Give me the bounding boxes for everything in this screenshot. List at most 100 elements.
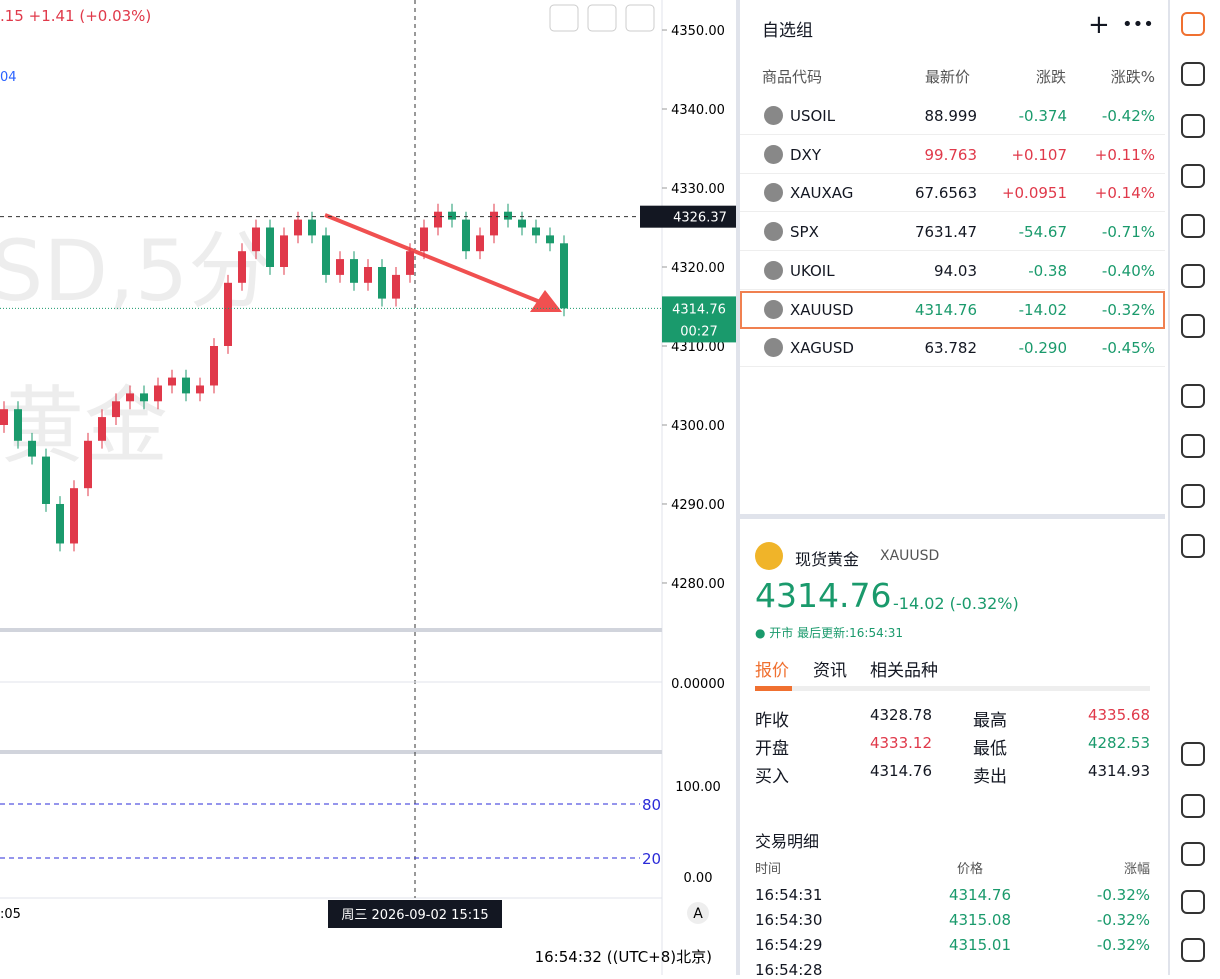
- candle-body: [70, 488, 78, 544]
- symbol-icon: [764, 338, 783, 358]
- watchlist-row[interactable]: XAGUSD 63.782 -0.290 -0.45%: [740, 329, 1165, 368]
- watchlist-row[interactable]: SPX 7631.47 -54.67 -0.71%: [740, 213, 1165, 252]
- watchlist-row[interactable]: USOIL 88.999 -0.374 -0.42%: [740, 97, 1165, 135]
- symbol-icon: [764, 183, 783, 203]
- column-header: 最新价: [924, 68, 970, 86]
- watchlist-row[interactable]: DXY 99.763 +0.107 +0.11%: [740, 136, 1165, 174]
- sidebar-icon[interactable]: [1181, 890, 1205, 914]
- candle-body: [504, 211, 512, 220]
- candle-body: [0, 409, 8, 425]
- toolbar-button[interactable]: [587, 4, 617, 32]
- more-button[interactable]: •••: [1122, 14, 1154, 35]
- x-label: :05: [0, 907, 21, 922]
- change: -14.02: [1018, 300, 1067, 319]
- column-header: 商品代码: [762, 68, 823, 86]
- sidebar-icon[interactable]: [1181, 842, 1205, 866]
- stat-value: 4314.93: [1087, 762, 1150, 780]
- candle-body: [462, 219, 470, 252]
- toolbar-button[interactable]: [549, 4, 579, 32]
- candle-body: [28, 440, 36, 457]
- candle-body: [406, 251, 414, 275]
- y-tick-label: 4300.00: [671, 419, 725, 434]
- stat-value: 4282.53: [1087, 734, 1150, 752]
- sidebar-icon[interactable]: [1181, 742, 1205, 766]
- add-button[interactable]: +: [1088, 10, 1110, 40]
- candle-body: [364, 266, 372, 283]
- kdj-level-label: 20: [642, 850, 661, 868]
- stat-value: 4333.12: [869, 734, 932, 752]
- watchlist-row[interactable]: UKOIL 94.03 -0.38 -0.40%: [740, 252, 1165, 290]
- symbol-icon: [764, 144, 783, 164]
- symbol-icon: [764, 260, 783, 280]
- stat-label: 最高: [973, 711, 1007, 731]
- sidebar-icon[interactable]: [1181, 214, 1205, 238]
- watchlist-title[interactable]: 自选组: [762, 21, 813, 41]
- watchlist-header: 商品代码 最新价 涨跌 涨跌%: [740, 66, 1165, 90]
- last-price-label: 4314.76: [672, 302, 726, 317]
- sidebar-icon[interactable]: [1181, 264, 1205, 288]
- toolbar-button[interactable]: [625, 4, 655, 32]
- candle-body: [224, 282, 232, 346]
- price: 67.6563: [914, 184, 977, 203]
- sidebar-icon[interactable]: [1181, 164, 1205, 188]
- stat-value: 4335.68: [1087, 706, 1150, 724]
- sidebar-icon[interactable]: [1181, 534, 1205, 558]
- trade-cell: 16:54:31: [755, 886, 823, 904]
- candle-body: [210, 345, 218, 386]
- candle-body: [490, 211, 498, 236]
- change: +0.0951: [1001, 184, 1067, 203]
- symbol: XAUUSD: [790, 300, 854, 319]
- change: -54.67: [1018, 223, 1067, 242]
- candle-body: [56, 503, 64, 544]
- sidebar-icon[interactable]: [1181, 794, 1205, 818]
- pct: -0.45%: [1101, 339, 1155, 358]
- y-tick-label: 4340.00: [671, 103, 725, 118]
- sidebar-icon[interactable]: [1181, 114, 1205, 138]
- header-change: .15 +1.41 (+0.03%): [0, 7, 151, 25]
- kdj-tick: 100.00: [675, 780, 721, 795]
- trade-header: 涨幅: [1123, 862, 1150, 877]
- watchlist-row[interactable]: XAUUSD 4314.76 -14.02 -0.32%: [740, 290, 1165, 329]
- candle-body: [420, 227, 428, 252]
- candle-body: [336, 259, 344, 275]
- trade-cell: -0.32%: [1096, 886, 1150, 904]
- auto-button-bg[interactable]: [687, 902, 709, 924]
- candle-body: [434, 211, 442, 228]
- candle-body: [280, 235, 288, 267]
- sidebar-icon[interactable]: [1181, 384, 1205, 408]
- divider: [740, 514, 1165, 519]
- trade-cell: -0.32%: [1096, 936, 1150, 954]
- tab[interactable]: 报价: [755, 661, 789, 681]
- sidebar-icon[interactable]: [1181, 434, 1205, 458]
- candle-body: [532, 227, 540, 236]
- sidebar-icon[interactable]: [1181, 484, 1205, 508]
- candle-body: [448, 211, 456, 220]
- y-tick-label: 4320.00: [671, 261, 725, 276]
- candle-body: [196, 385, 204, 394]
- detail-change: -14.02 (-0.32%): [893, 594, 1019, 613]
- auto-button[interactable]: A: [693, 906, 703, 922]
- trade-cell: 4315.01: [948, 936, 1011, 954]
- sidebar-icon[interactable]: [1181, 314, 1205, 338]
- chart-area: .15 +1.41 (+0.03%) 04 SD,5分 黄金 80 20 0.0…: [0, 0, 736, 975]
- sidebar-icon[interactable]: [1181, 62, 1205, 86]
- tab[interactable]: 相关品种: [870, 661, 938, 681]
- watchlist-row[interactable]: XAUXAG 67.6563 +0.0951 +0.14%: [740, 174, 1165, 213]
- stat-label: 买入: [755, 767, 789, 787]
- symbol-icon: [755, 542, 783, 570]
- symbol: DXY: [790, 145, 821, 164]
- candle-body: [476, 235, 484, 252]
- divider: [736, 0, 740, 975]
- symbol: SPX: [790, 223, 819, 242]
- sidebar-icon[interactable]: [1181, 12, 1205, 36]
- crosshair-label-bg: [640, 205, 736, 228]
- change: +0.107: [1011, 145, 1067, 164]
- kdj-level-label: 80: [642, 796, 661, 814]
- candle-body: [154, 385, 162, 402]
- sidebar-icon[interactable]: [1181, 938, 1205, 962]
- candle-body: [112, 401, 120, 418]
- tab[interactable]: 资讯: [813, 661, 847, 681]
- stat-label: 开盘: [755, 739, 789, 759]
- price: 88.999: [924, 107, 978, 125]
